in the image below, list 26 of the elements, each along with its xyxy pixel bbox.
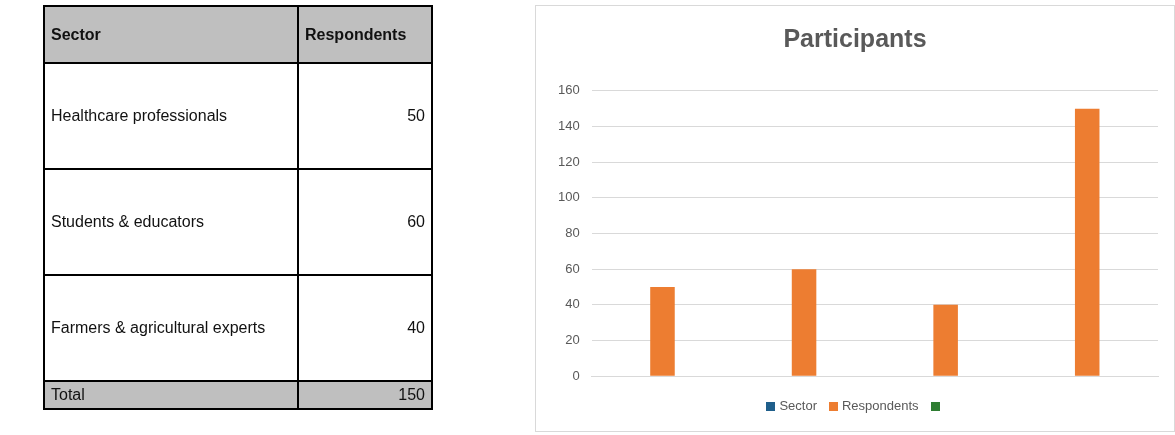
category-label: Healthcare professionals [44,63,298,169]
bar [933,304,958,376]
y-tick-label: 140 [557,118,580,134]
legend-label: Respondents [841,398,919,413]
y-tick-label: 40 [565,296,580,312]
data-label: 150 [298,381,432,409]
data-label: 40 [298,275,432,381]
bar [791,269,817,376]
y-tick-label: 0 [572,367,580,383]
y-tick-label: 20 [565,332,580,348]
category-label: Farmers & agricultural experts [44,275,298,381]
category-label: Total [44,381,298,409]
category-label: Students & educators [44,169,298,275]
bar [650,287,675,376]
y-tick-label: 80 [565,225,580,241]
y-tick-label: 100 [557,189,580,205]
y-tick-label: 120 [557,153,580,169]
y-tick-label: 60 [565,260,580,276]
text: Respondents [298,6,432,63]
data-label: 50 [298,63,432,169]
chart-title: Participants [782,24,928,53]
legend-label: Sector [779,398,817,413]
text: Sector [44,6,298,63]
y-tick-label: 160 [557,82,580,98]
data-label: 60 [298,169,432,275]
bar [1074,108,1100,376]
